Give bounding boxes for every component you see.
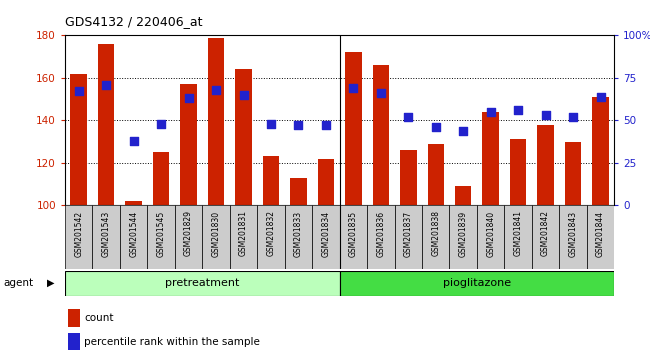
Text: percentile rank within the sample: percentile rank within the sample [84, 337, 260, 347]
Point [348, 85, 359, 91]
Bar [180, 84, 197, 205]
Bar [559, 205, 587, 269]
Bar [400, 150, 417, 205]
Text: GSM201838: GSM201838 [431, 210, 440, 256]
Bar [455, 186, 471, 205]
Text: GSM201833: GSM201833 [294, 210, 303, 257]
Text: GSM201842: GSM201842 [541, 210, 550, 256]
Bar [208, 38, 224, 205]
Text: GSM201829: GSM201829 [184, 210, 193, 256]
Point [568, 114, 578, 120]
Bar [65, 271, 339, 296]
Bar [592, 97, 609, 205]
Bar [395, 205, 422, 269]
Point [183, 96, 194, 101]
Text: GSM201832: GSM201832 [266, 210, 276, 256]
Text: GSM201841: GSM201841 [514, 210, 523, 256]
Point [430, 124, 441, 130]
Bar [339, 271, 614, 296]
Point [156, 121, 166, 127]
Bar [65, 205, 92, 269]
Bar [202, 205, 230, 269]
Point [486, 109, 496, 115]
Bar [367, 205, 395, 269]
Text: GSM201831: GSM201831 [239, 210, 248, 256]
Bar [510, 139, 526, 205]
Bar [120, 205, 148, 269]
Point [376, 90, 386, 96]
Text: GSM201543: GSM201543 [101, 210, 111, 257]
Text: agent: agent [3, 278, 33, 288]
Text: GSM201545: GSM201545 [157, 210, 166, 257]
Text: GSM201834: GSM201834 [321, 210, 330, 257]
Point [73, 88, 84, 94]
Bar [235, 69, 252, 205]
Text: GSM201844: GSM201844 [596, 210, 605, 257]
Bar [532, 205, 559, 269]
Point [595, 94, 606, 99]
Text: count: count [84, 313, 114, 323]
Point [458, 128, 469, 133]
Bar [98, 44, 114, 205]
Text: pioglitazone: pioglitazone [443, 278, 511, 288]
Point [320, 122, 331, 128]
Bar [68, 333, 80, 350]
Point [129, 138, 139, 144]
Bar [318, 159, 334, 205]
Bar [125, 201, 142, 205]
Bar [504, 205, 532, 269]
Point [266, 121, 276, 127]
Point [293, 122, 304, 128]
Point [101, 82, 111, 87]
Bar [230, 205, 257, 269]
Point [403, 114, 413, 120]
Point [211, 87, 221, 93]
Bar [285, 205, 312, 269]
Bar [290, 178, 307, 205]
Bar [68, 309, 80, 327]
Point [239, 92, 249, 98]
Text: GSM201843: GSM201843 [569, 210, 578, 257]
Bar [587, 205, 614, 269]
Text: GSM201837: GSM201837 [404, 210, 413, 257]
Text: GDS4132 / 220406_at: GDS4132 / 220406_at [65, 15, 203, 28]
Bar [482, 112, 499, 205]
Bar [70, 74, 87, 205]
Text: GSM201840: GSM201840 [486, 210, 495, 257]
Bar [538, 125, 554, 205]
Text: ▶: ▶ [47, 278, 55, 288]
Bar [175, 205, 202, 269]
Bar [450, 205, 477, 269]
Text: GSM201544: GSM201544 [129, 210, 138, 257]
Bar [345, 52, 361, 205]
Bar [339, 205, 367, 269]
Bar [312, 205, 339, 269]
Bar [565, 142, 581, 205]
Point [513, 107, 523, 113]
Bar [92, 205, 120, 269]
Bar [372, 65, 389, 205]
Text: GSM201830: GSM201830 [211, 210, 220, 257]
Bar [153, 152, 170, 205]
Text: GSM201542: GSM201542 [74, 210, 83, 257]
Text: GSM201836: GSM201836 [376, 210, 385, 257]
Bar [148, 205, 175, 269]
Bar [428, 144, 444, 205]
Bar [477, 205, 504, 269]
Text: GSM201839: GSM201839 [459, 210, 468, 257]
Point [540, 113, 551, 118]
Text: pretreatment: pretreatment [165, 278, 239, 288]
Bar [257, 205, 285, 269]
Text: GSM201835: GSM201835 [349, 210, 358, 257]
Bar [422, 205, 449, 269]
Bar [263, 156, 280, 205]
